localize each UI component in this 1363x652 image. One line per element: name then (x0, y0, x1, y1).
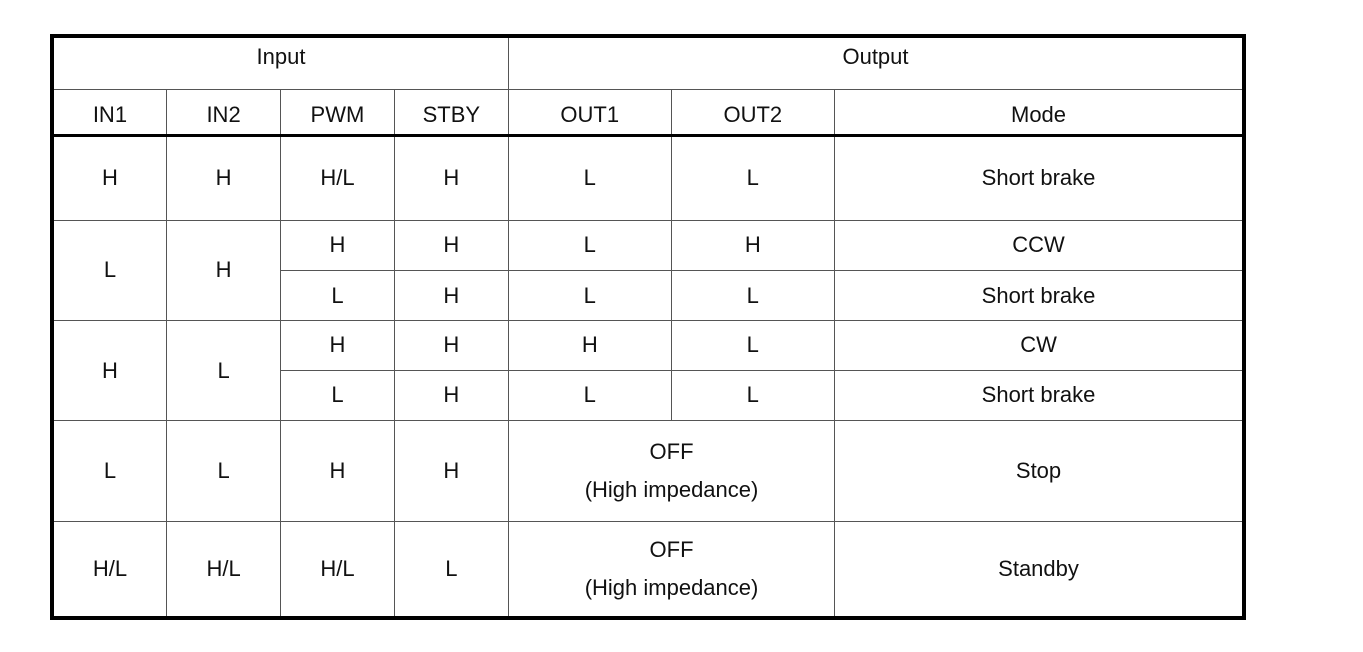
cell-stby: H (393, 219, 510, 272)
cell-out1: L (508, 369, 672, 422)
cell-out1: L (508, 135, 672, 221)
column-header-mode: Mode (834, 88, 1245, 138)
cell-stby: H (393, 270, 510, 322)
cell-in1: L (51, 420, 167, 522)
cell-mode: CW (834, 320, 1245, 371)
cell-outputs-off: OFF (High impedance) (507, 420, 836, 522)
cell-out1: L (508, 219, 672, 272)
cell-pwm: L (280, 369, 395, 422)
cell-pwm: H (280, 219, 395, 272)
cell-pwm: H (280, 320, 395, 371)
cell-in1: H/L (51, 520, 167, 619)
cell-pwm: H (280, 420, 395, 522)
table-row: H L H H H L CW (51, 320, 1245, 422)
motor-driver-truth-table: Input Output IN1 IN2 PWM STBY OUT1 OUT2 … (50, 34, 1246, 620)
cell-out2: L (670, 369, 836, 422)
cell-in2: L (165, 420, 282, 522)
cell-mode: Short brake (834, 369, 1245, 422)
cell-stby: L (393, 520, 510, 619)
table-row: L H L L Short brake (52, 270, 1245, 322)
column-header-in1: IN1 (51, 88, 167, 138)
table-row: L L H H OFF (High impedance) Stop (51, 420, 1245, 522)
cell-in1: H (51, 135, 167, 221)
table-row: L H L L Short brake (52, 369, 1245, 422)
cell-mode: Stop (834, 420, 1245, 522)
table-row: H/L H/L H/L L OFF (High impedance) Stand… (51, 520, 1245, 619)
input-group-header: Input (51, 35, 509, 90)
cell-stby: H (393, 320, 510, 371)
cell-stby: H (393, 369, 510, 422)
cell-mode: Short brake (834, 135, 1245, 221)
cell-out1: H (508, 320, 672, 371)
cell-mode: Short brake (834, 270, 1245, 322)
cell-out2: L (670, 135, 836, 221)
group-header-row: Input Output (51, 35, 1245, 90)
cell-out2: L (670, 270, 836, 322)
output-group-header: Output (508, 35, 1245, 90)
cell-in2: H/L (165, 520, 282, 619)
cell-in2: L (165, 320, 282, 422)
column-header-in2: IN2 (165, 88, 282, 138)
output-state-note: (High impedance) (584, 574, 759, 600)
cell-pwm: H/L (280, 520, 395, 619)
cell-in1: H (51, 320, 167, 422)
column-header-stby: STBY (393, 88, 510, 138)
cell-mode: CCW (834, 219, 1245, 272)
cell-out1: L (508, 270, 672, 322)
table-row: H H H/L H L L Short brake (51, 135, 1245, 221)
column-header-out2: OUT2 (670, 88, 836, 138)
output-state-note: (High impedance) (584, 476, 759, 502)
output-state-text: OFF (649, 536, 694, 562)
cell-mode: Standby (834, 520, 1245, 619)
column-header-row: IN1 IN2 PWM STBY OUT1 OUT2 Mode (51, 88, 1245, 138)
cell-pwm: H/L (280, 135, 395, 221)
cell-outputs-off: OFF (High impedance) (507, 520, 836, 619)
cell-pwm: L (280, 270, 395, 322)
cell-stby: H (393, 135, 510, 221)
cell-in2: H (165, 219, 282, 322)
cell-in1: L (51, 219, 167, 322)
table-row: L H H H L H CCW (51, 219, 1245, 322)
cell-in2: H (165, 135, 282, 221)
cell-stby: H (393, 420, 510, 522)
column-header-out1: OUT1 (508, 88, 672, 138)
cell-out2: L (670, 320, 836, 371)
column-header-pwm: PWM (280, 88, 395, 138)
cell-out2: H (670, 219, 836, 272)
output-state-text: OFF (649, 438, 694, 464)
